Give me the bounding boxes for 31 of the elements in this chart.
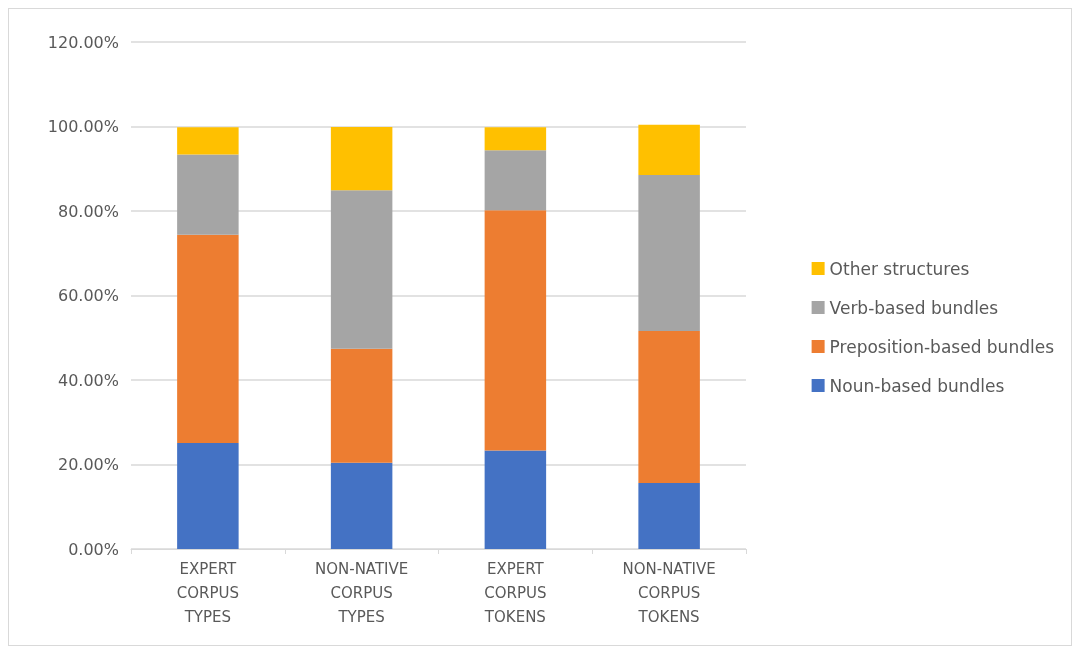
bar bbox=[638, 124, 700, 176]
y-tick-label: 60.00% bbox=[57, 286, 119, 305]
bar bbox=[484, 450, 547, 549]
legend-label: Noun-based bundles bbox=[829, 375, 1005, 396]
bar bbox=[330, 126, 393, 191]
y-tick-label: 100.00% bbox=[47, 117, 119, 136]
bar bbox=[484, 210, 547, 451]
bar bbox=[638, 330, 700, 484]
y-tick-label: 80.00% bbox=[57, 201, 119, 221]
x-tick-label: NON-NATIVE CORPUS TOKENS bbox=[622, 560, 716, 626]
bar bbox=[638, 483, 700, 549]
bar bbox=[484, 127, 547, 151]
bar bbox=[330, 462, 393, 549]
bar bbox=[177, 442, 239, 549]
y-tick-label: 0.00% bbox=[68, 539, 119, 559]
y-tick-label: 120.00% bbox=[47, 32, 119, 52]
bar bbox=[177, 154, 239, 235]
legend-label: Other structures bbox=[829, 258, 970, 279]
bar bbox=[638, 175, 700, 331]
x-tick-label: EXPERT CORPUS TOKENS bbox=[483, 560, 547, 626]
bar bbox=[330, 348, 393, 463]
bar bbox=[177, 127, 239, 155]
bar bbox=[484, 150, 547, 211]
bar bbox=[330, 190, 393, 349]
y-tick-label: 40.00% bbox=[57, 370, 119, 390]
x-tick-label: EXPERT CORPUS TYPES bbox=[176, 560, 239, 626]
legend-label: Verb-based bundles bbox=[829, 297, 999, 318]
bar bbox=[177, 234, 239, 443]
y-tick-label: 20.00% bbox=[57, 455, 119, 474]
x-tick-label: NON-NATIVE CORPUS TYPES bbox=[314, 560, 409, 626]
legend-label: Preposition-based bundles bbox=[829, 336, 1055, 357]
